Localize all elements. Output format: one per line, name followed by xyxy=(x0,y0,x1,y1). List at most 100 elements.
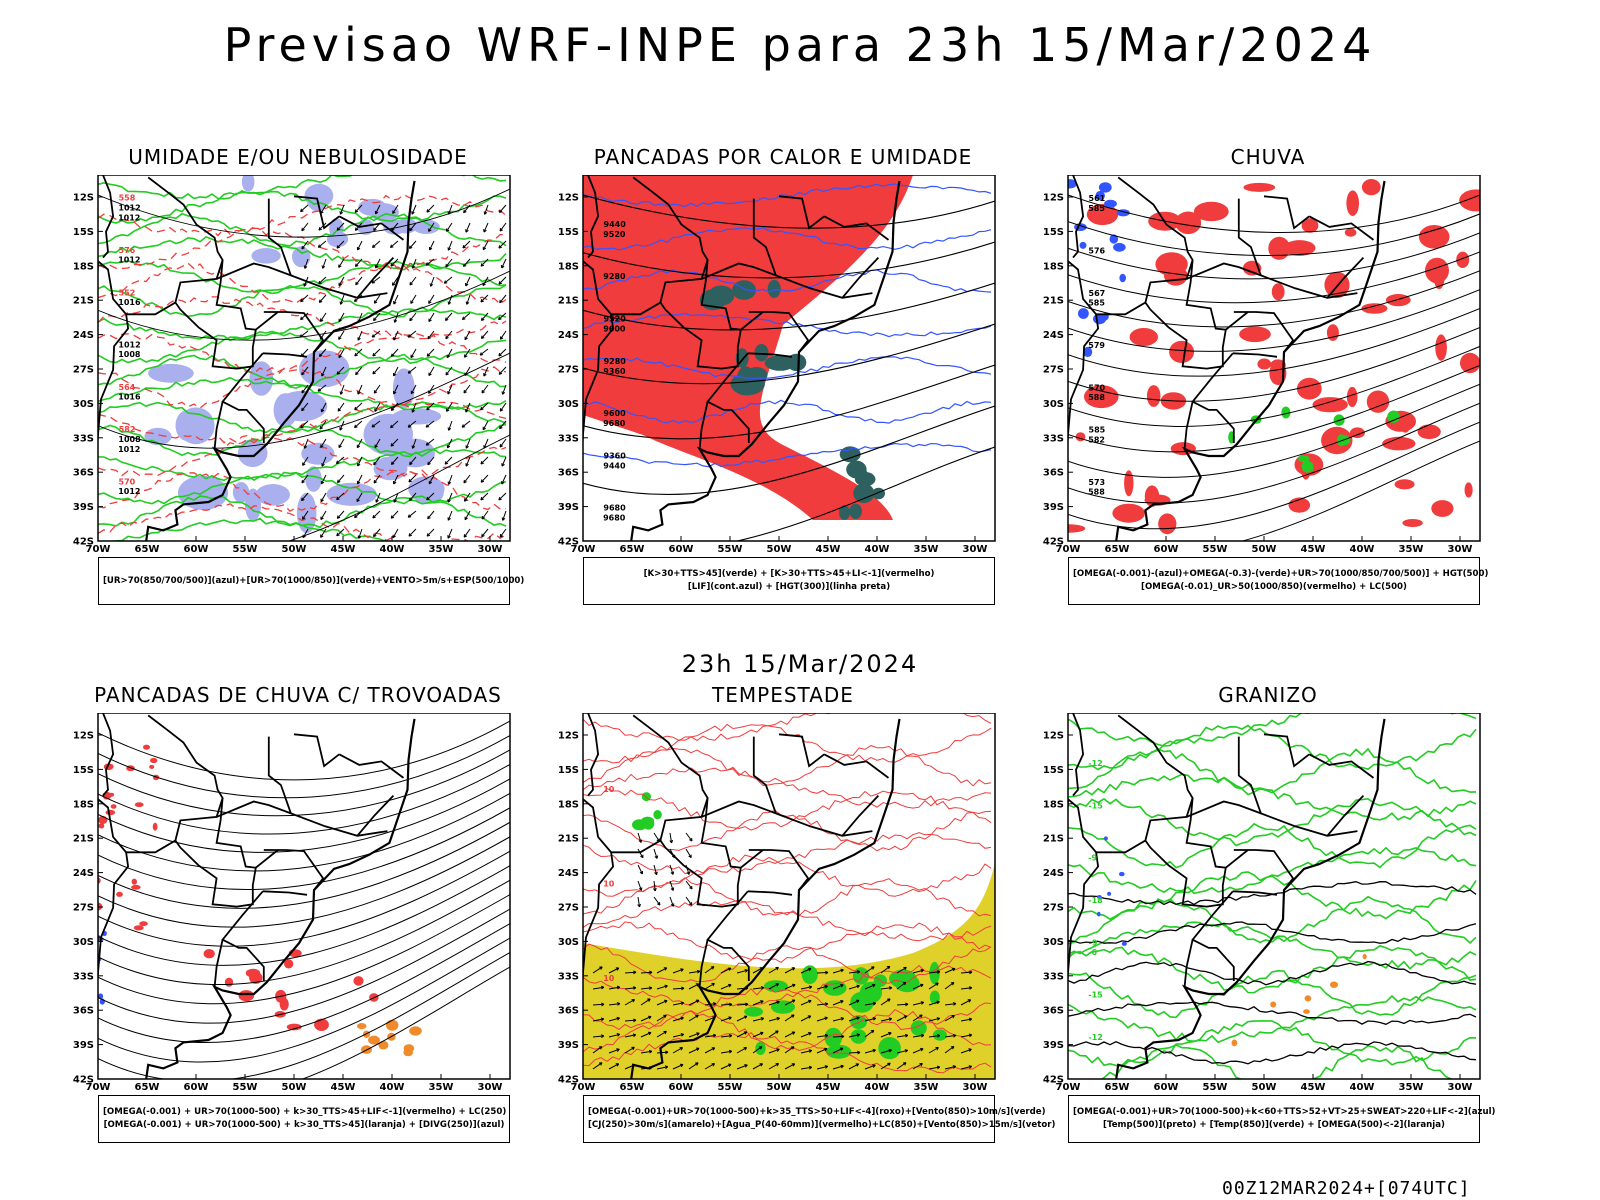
wind-vector xyxy=(653,880,656,891)
wind-vector-head xyxy=(373,461,377,466)
legend-box: [K>30+TTS>45](verde) + [K>30+TTS>45+LI<-… xyxy=(583,557,995,605)
panel-title: UMIDADE E/OU NEBULOSIDADE xyxy=(128,145,468,169)
hgt500-contour xyxy=(1068,194,1480,233)
lat-label: 36S xyxy=(1043,468,1064,479)
wind-vector xyxy=(653,864,658,875)
wind-vector-head xyxy=(301,227,305,232)
wind-vector xyxy=(832,1017,844,1022)
wind-vector-head xyxy=(302,462,306,466)
wind-vector xyxy=(464,510,471,520)
wind-vector xyxy=(768,1001,780,1006)
border-line xyxy=(262,890,308,896)
omega-area xyxy=(1113,242,1126,252)
wind-vector xyxy=(371,276,381,284)
precipitable-water-contour xyxy=(583,788,992,831)
wind-vector-head xyxy=(904,1049,909,1053)
wind-vector xyxy=(336,510,345,519)
wind-vector xyxy=(832,969,844,974)
wind-vector xyxy=(301,474,309,484)
lat-label: 42S xyxy=(1043,1075,1064,1086)
convective-potential-area xyxy=(767,279,781,298)
wind-vector-head xyxy=(669,839,674,844)
wind-vector xyxy=(656,1066,668,1070)
wind-vector-head xyxy=(824,1065,829,1069)
wind-vector-head xyxy=(321,373,325,377)
border-line xyxy=(747,890,793,896)
wind-vector xyxy=(338,312,345,322)
wind-vector-head xyxy=(407,334,412,338)
wind-vector xyxy=(337,474,345,483)
wind-vector-head xyxy=(428,318,432,323)
lat-label: 24S xyxy=(73,868,94,879)
wind-vector-head xyxy=(499,444,504,448)
contour-label: 561 xyxy=(1089,194,1106,203)
wind-vector xyxy=(928,1001,940,1006)
wind-vector xyxy=(465,402,471,413)
ur-mid-level-area xyxy=(412,219,440,234)
wind-vector-head xyxy=(318,280,322,285)
wind-vector xyxy=(928,971,940,974)
wind-vector-head xyxy=(616,1033,621,1037)
lat-label: 18S xyxy=(1043,799,1064,810)
wind-vector xyxy=(640,971,653,974)
wind-vector xyxy=(784,999,796,1006)
wind-vector xyxy=(338,330,345,340)
lon-label: 50W xyxy=(767,1082,792,1093)
border-line xyxy=(263,311,325,353)
wind-vector xyxy=(407,330,417,338)
contour-label: 567 xyxy=(1089,289,1106,298)
ur-low-level-contour xyxy=(98,235,507,271)
wind-vector xyxy=(896,1062,907,1070)
border-line xyxy=(293,195,340,230)
wind-850-area xyxy=(771,1000,795,1014)
wind-vector xyxy=(390,438,399,447)
wind-vector xyxy=(720,1035,732,1038)
rain-area xyxy=(1158,513,1177,535)
wind-vector xyxy=(412,258,417,269)
wind-vector-head xyxy=(447,211,452,215)
wind-vector xyxy=(672,1002,684,1006)
contour-label: 570 xyxy=(1088,383,1105,392)
lon-label: 35W xyxy=(429,544,454,555)
wind-vector-head xyxy=(840,968,844,973)
rain-area xyxy=(1417,424,1441,440)
wind-vector-head xyxy=(680,1033,685,1037)
rain-area xyxy=(1068,524,1086,533)
wind-vector xyxy=(800,1050,812,1054)
wind-vector xyxy=(688,1014,699,1022)
legend-line: [Temp(500)](preto) + [Temp(850)](verde) … xyxy=(1103,1120,1445,1130)
lon-label: 65W xyxy=(1105,1082,1130,1093)
wind-vector-head xyxy=(600,1017,605,1022)
ur-low-level-contour xyxy=(98,259,507,295)
wind-vector xyxy=(447,492,453,503)
omega500-area xyxy=(1270,1001,1277,1008)
wind-vector-head xyxy=(303,265,308,269)
wind-vector xyxy=(301,492,309,501)
wind-vector-head xyxy=(968,1065,973,1069)
wind-vector xyxy=(447,528,453,539)
wind-vector xyxy=(304,438,309,449)
wind-vector-head xyxy=(902,981,907,986)
lon-label: 50W xyxy=(767,544,792,555)
wind-vector-head xyxy=(300,424,304,429)
wind-vector-head xyxy=(857,1050,861,1055)
wind-vector xyxy=(592,1062,603,1070)
wind-vector-head xyxy=(446,408,450,412)
panel-title: GRANIZO xyxy=(1218,683,1318,707)
wind-vector-head xyxy=(445,263,449,268)
contour-label: 1012 xyxy=(118,213,140,222)
wind-vector xyxy=(944,1034,956,1038)
border-line xyxy=(706,352,750,443)
legend-line: [OMEGA(-0.001)+UR>70(1000-500)+k<60+TTS>… xyxy=(1073,1107,1496,1117)
wind-vector-head xyxy=(357,535,362,539)
wind-vector-head xyxy=(600,985,605,990)
wind-vector xyxy=(688,970,700,974)
contour-label: 588 xyxy=(1088,393,1105,402)
wind-vector xyxy=(302,510,309,520)
wind-vector xyxy=(912,1048,924,1054)
legend-box: [OMEGA(-0.001)+UR>70(1000-500)+k<60+TTS>… xyxy=(1068,1095,1496,1143)
wind-vector-head xyxy=(335,460,340,464)
shower-area xyxy=(409,1026,422,1036)
wind-vector xyxy=(944,1003,956,1006)
wind-vector-head xyxy=(429,246,433,251)
